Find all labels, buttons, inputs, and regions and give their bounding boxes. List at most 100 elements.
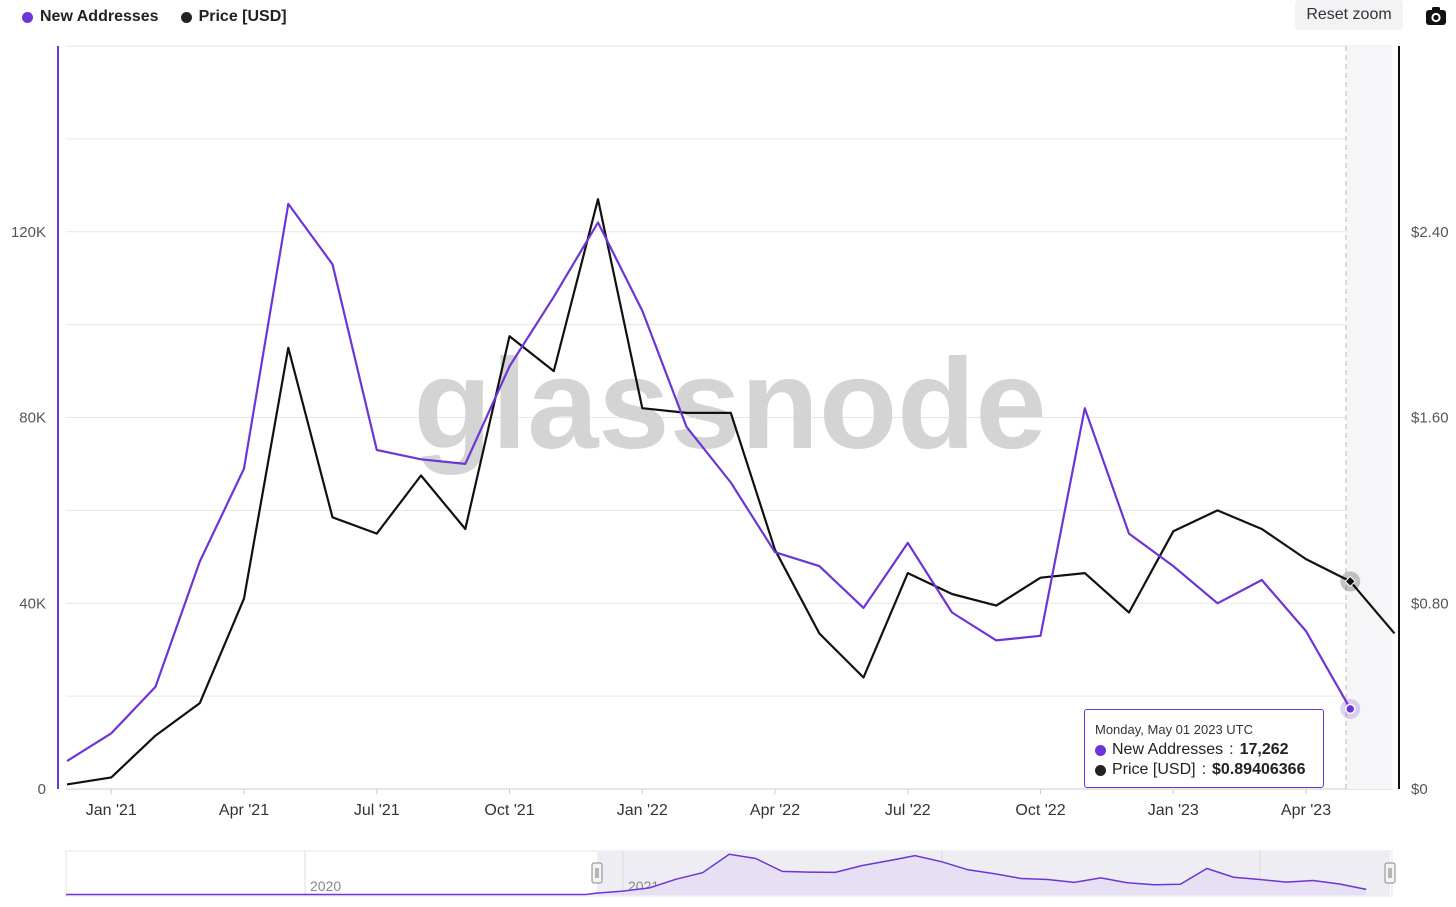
- new-addresses-point[interactable]: [108, 730, 114, 736]
- left-tick-label: 120K: [11, 224, 46, 241]
- right-tick-label: $0: [1411, 781, 1428, 798]
- navigator-left-handle[interactable]: [591, 862, 603, 884]
- left-tick-label: 0: [38, 781, 46, 798]
- legend-dot-new-addresses: [22, 11, 33, 23]
- price-point[interactable]: [1082, 570, 1088, 576]
- navigator-area: [66, 854, 1367, 895]
- price-point[interactable]: [462, 526, 468, 532]
- tooltip-dot-new-addresses: [1095, 744, 1106, 756]
- price-point[interactable]: [285, 345, 291, 351]
- price-point[interactable]: [993, 603, 999, 609]
- new-addresses-point[interactable]: [330, 261, 336, 267]
- x-tick-label: Jul '22: [885, 802, 931, 819]
- new-addresses-point[interactable]: [905, 540, 911, 546]
- new-addresses-point[interactable]: [418, 456, 424, 462]
- price-point[interactable]: [816, 630, 822, 636]
- price-point[interactable]: [1215, 507, 1221, 513]
- price-point[interactable]: [197, 700, 203, 706]
- price-series-line: [66, 198, 1396, 786]
- new-addresses-point[interactable]: [595, 219, 601, 225]
- price-point[interactable]: [330, 514, 336, 520]
- watermark: glassnode: [413, 333, 1046, 476]
- price-point[interactable]: [639, 405, 645, 411]
- price-point[interactable]: [1303, 556, 1309, 562]
- price-point[interactable]: [1038, 575, 1044, 581]
- x-tick-label: Jan '22: [617, 802, 668, 819]
- legend-dot-price: [180, 11, 192, 23]
- tooltip-row-price: Price [USD]: $0.89406366: [1095, 760, 1313, 780]
- price-point[interactable]: [1392, 630, 1398, 636]
- new-addresses-point[interactable]: [507, 363, 513, 369]
- price-point[interactable]: [418, 473, 424, 479]
- new-addresses-point[interactable]: [728, 480, 734, 486]
- new-addresses-point[interactable]: [462, 461, 468, 467]
- price-point[interactable]: [1259, 526, 1265, 532]
- new-addresses-point[interactable]: [197, 558, 203, 564]
- new-addresses-point[interactable]: [551, 294, 557, 300]
- price-point[interactable]: [595, 196, 601, 202]
- price-point[interactable]: [241, 596, 247, 602]
- gridlines: [66, 45, 1392, 790]
- hover-band: [1346, 46, 1392, 789]
- tooltip-label-new-addresses: New Addresses: [1112, 741, 1224, 758]
- left-axis-labels: 0 40K 80K 120K: [11, 224, 46, 798]
- new-addresses-point[interactable]: [1259, 577, 1265, 583]
- new-addresses-series-line: [66, 202, 1352, 763]
- new-addresses-hover-marker: [1345, 703, 1356, 715]
- new-addresses-point[interactable]: [1215, 600, 1221, 606]
- price-point[interactable]: [772, 547, 778, 553]
- tooltip-label-price: Price [USD]: [1112, 761, 1196, 778]
- price-point[interactable]: [374, 531, 380, 537]
- price-point[interactable]: [728, 410, 734, 416]
- chart-tooltip: Monday, May 01 2023 UTC New Addresses: 1…: [1084, 709, 1324, 788]
- x-tick-label: Apr '22: [750, 802, 800, 819]
- new-addresses-point[interactable]: [153, 684, 159, 690]
- new-addresses-point[interactable]: [816, 563, 822, 569]
- reset-zoom-button[interactable]: Reset zoom: [1295, 0, 1403, 30]
- left-tick-label: 40K: [19, 595, 46, 612]
- x-axis-labels: Jan '21 Apr '21 Jul '21 Oct '21 Jan '22 Apr '…: [86, 789, 1331, 819]
- new-addresses-point[interactable]: [639, 308, 645, 314]
- price-point[interactable]: [1126, 610, 1132, 616]
- price-point[interactable]: [507, 333, 513, 339]
- camera-icon[interactable]: [1425, 6, 1447, 26]
- new-addresses-point[interactable]: [949, 610, 955, 616]
- price-point[interactable]: [1170, 528, 1176, 534]
- left-tick-label: 80K: [19, 410, 46, 427]
- new-addresses-point[interactable]: [1126, 531, 1132, 537]
- series-points: [64, 196, 1398, 787]
- price-point[interactable]: [905, 570, 911, 576]
- new-addresses-point[interactable]: [1038, 633, 1044, 639]
- price-point[interactable]: [949, 591, 955, 597]
- navigator-line: [66, 853, 1367, 896]
- right-tick-label: $1.60: [1411, 410, 1449, 427]
- price-point[interactable]: [64, 781, 70, 787]
- price-point[interactable]: [108, 774, 114, 780]
- tooltip-date: Monday, May 01 2023 UTC: [1095, 722, 1253, 737]
- price-point[interactable]: [684, 410, 690, 416]
- new-addresses-point[interactable]: [993, 637, 999, 643]
- new-addresses-point[interactable]: [1170, 563, 1176, 569]
- new-addresses-point[interactable]: [861, 605, 867, 611]
- new-addresses-point[interactable]: [374, 447, 380, 453]
- tooltip-value-price: $0.89406366: [1212, 761, 1306, 778]
- right-axis-labels: $0 $0.80 $1.60 $2.40: [1411, 224, 1449, 798]
- x-tick-label: Apr '23: [1281, 802, 1331, 819]
- new-addresses-point[interactable]: [285, 201, 291, 207]
- new-addresses-point[interactable]: [241, 466, 247, 472]
- navigator-year-label: 2020: [310, 878, 341, 894]
- navigator-right-handle[interactable]: [1384, 862, 1396, 884]
- navigator[interactable]: 2020202120222023: [65, 850, 1396, 897]
- new-addresses-point[interactable]: [684, 424, 690, 430]
- legend-item-price[interactable]: Price [USD]: [180, 8, 287, 26]
- new-addresses-point[interactable]: [1082, 405, 1088, 411]
- hover-markers: [1340, 571, 1361, 719]
- price-point[interactable]: [551, 368, 557, 374]
- new-addresses-point[interactable]: [1303, 628, 1309, 634]
- price-point[interactable]: [861, 675, 867, 681]
- legend-item-new-addresses[interactable]: New Addresses: [22, 8, 159, 26]
- tooltip-dot-price: [1095, 764, 1106, 776]
- new-addresses-point[interactable]: [64, 758, 70, 764]
- price-point[interactable]: [153, 733, 159, 739]
